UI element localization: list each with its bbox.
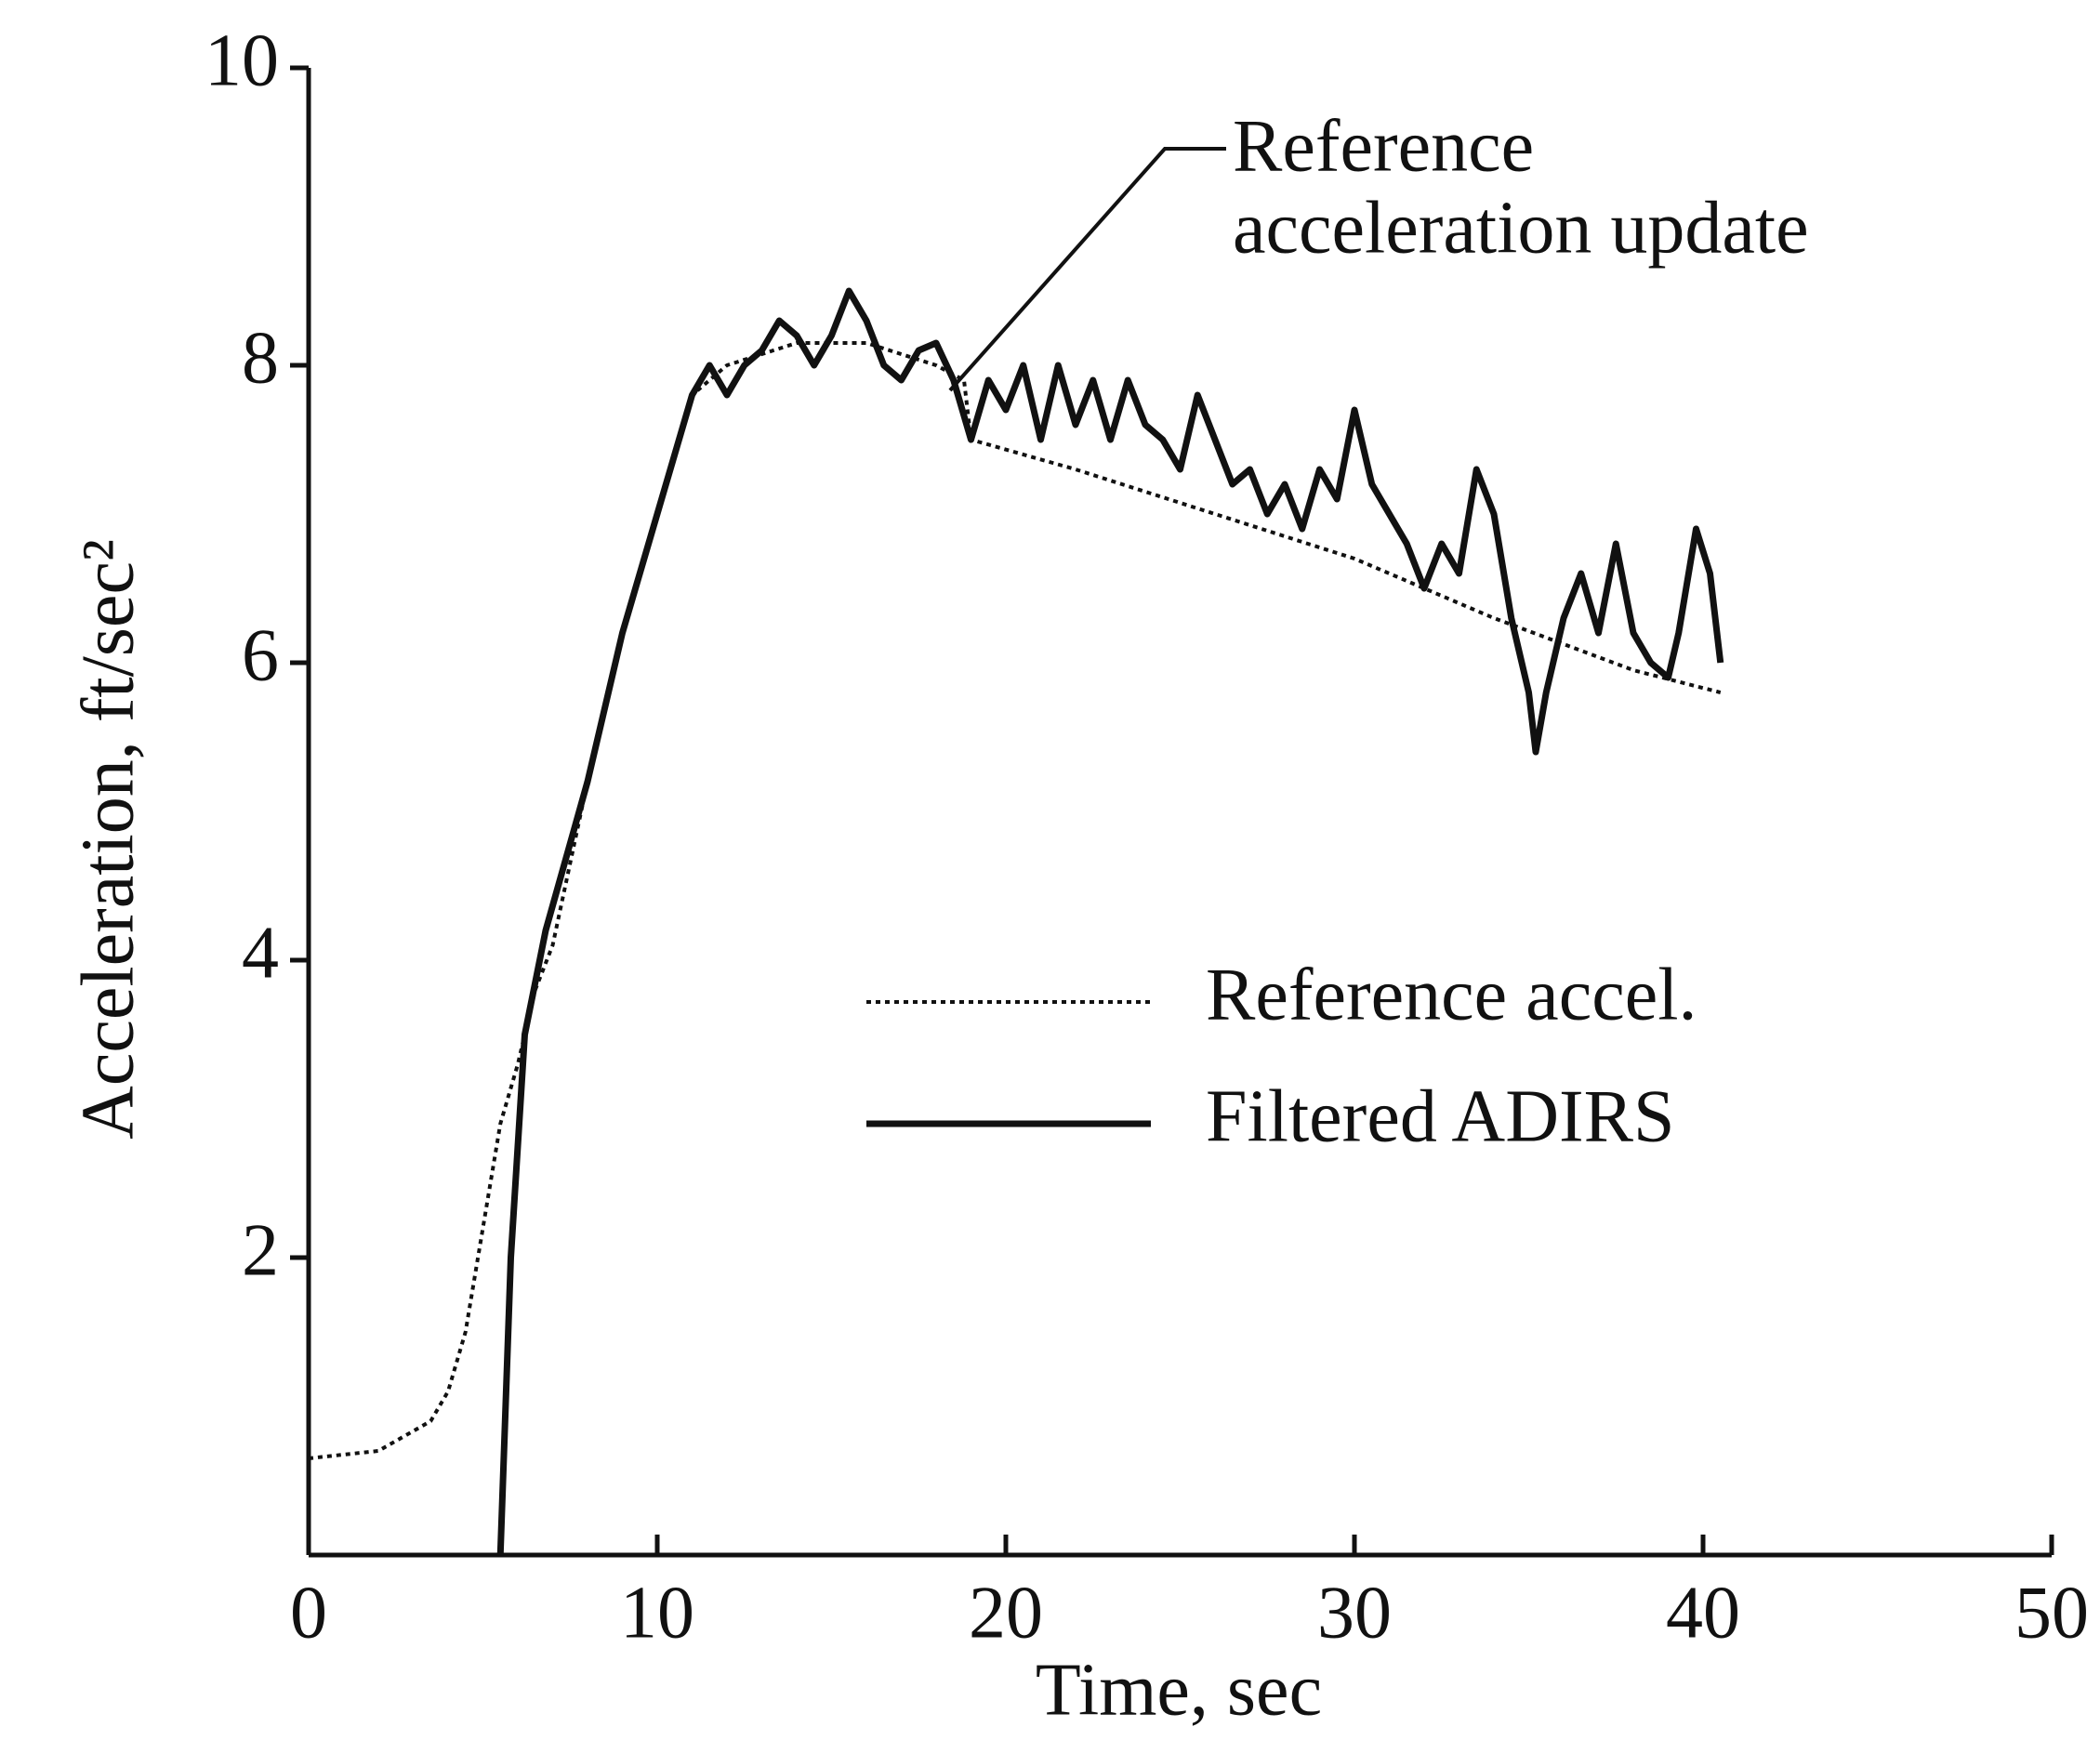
annotation-leader xyxy=(948,147,1226,392)
x-tick-label: 20 xyxy=(969,1572,1043,1654)
annotation: acceleration update xyxy=(1233,187,1809,269)
series-line xyxy=(496,287,1724,1556)
x-tick-label: 0 xyxy=(290,1572,327,1654)
x-tick-label: 40 xyxy=(1666,1572,1740,1654)
x-tick-label: 30 xyxy=(1317,1572,1392,1654)
y-tick-label: 4 xyxy=(242,912,279,994)
y-tick-label: 2 xyxy=(242,1209,279,1291)
legend-label: Filtered ADIRS xyxy=(1206,1075,1674,1157)
x-axis-label: Time, sec xyxy=(1036,1649,1322,1731)
y-axis-label: Acceleration, ft/sec² xyxy=(67,539,149,1140)
x-tick-label: 10 xyxy=(620,1572,694,1654)
legend-label: Reference accel. xyxy=(1206,954,1697,1035)
annotation: Reference xyxy=(1233,105,1534,187)
x-tick-label: 50 xyxy=(2014,1572,2089,1654)
y-tick-label: 8 xyxy=(242,317,279,399)
y-tick-label: 6 xyxy=(242,614,279,696)
series-line xyxy=(308,341,1722,1460)
y-tick-label: 10 xyxy=(205,20,279,101)
